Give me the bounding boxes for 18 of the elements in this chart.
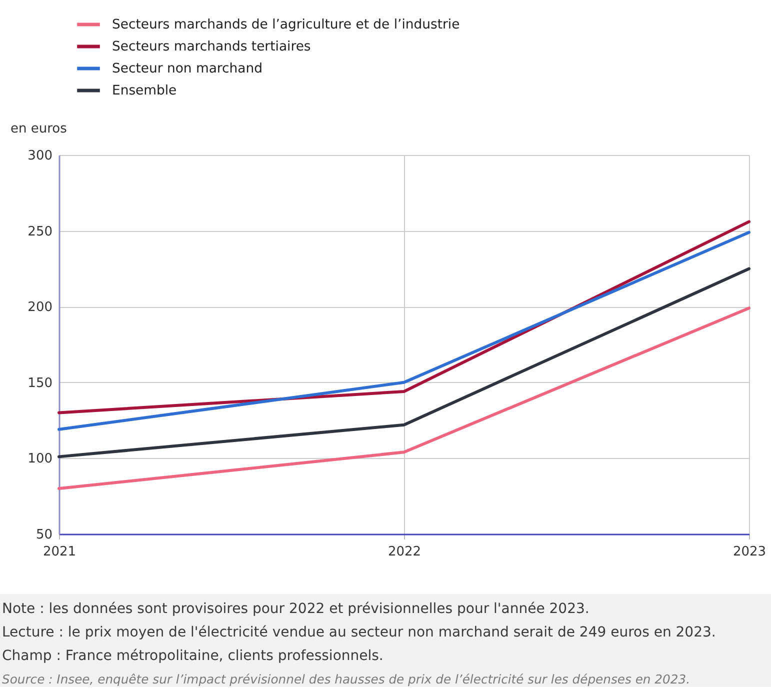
y-axis-title: en euros xyxy=(10,122,68,136)
y-tick-label: 100 xyxy=(28,452,52,467)
x-tick-label: 2022 xyxy=(388,544,422,560)
text: Note : les données sont provisoires pour 2022 et prévisionnelles pour l'année 2023. xyxy=(2,601,590,617)
legend-label: Secteurs marchands tertiaires xyxy=(112,40,311,54)
x-tick-label: 2021 xyxy=(42,544,76,560)
y-tick-label: 200 xyxy=(28,300,52,316)
source-note: Source : Insee, enquête sur l’impact prévisionnel des hausses de prix de l’électricité sur les dépenses en 2023. xyxy=(2,672,690,686)
legend-label: Secteurs marchands de l’agriculture et de l’industrie xyxy=(112,18,460,32)
text: Champ : France métropolitaine, clients professionnels. xyxy=(2,648,384,664)
y-tick-label: 250 xyxy=(28,224,52,240)
legend-label: Ensemble xyxy=(112,84,177,98)
x-tick-label: 2023 xyxy=(732,544,766,560)
legend-label: Secteur non marchand xyxy=(112,62,262,76)
y-tick-label: 150 xyxy=(28,376,52,391)
y-tick-label: 50 xyxy=(36,528,52,542)
y-tick-label: 300 xyxy=(28,148,52,164)
text: Lecture : le prix moyen de l'électricité vendue au secteur non marchand serait de 249 euros en 2023. xyxy=(2,624,716,640)
